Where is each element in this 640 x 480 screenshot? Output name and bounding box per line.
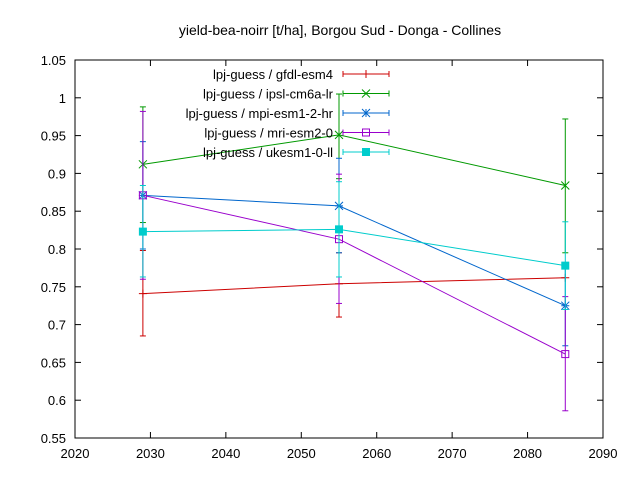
data-point — [138, 227, 147, 236]
legend: lpj-guess / gfdl-esm4 lpj-guess / ipsl-cm… — [186, 67, 390, 160]
legend-label: lpj-guess / mri-esm2-0 — [204, 126, 333, 141]
x-tick-label: 2090 — [589, 446, 618, 461]
series-5 — [138, 181, 570, 310]
data-point — [335, 225, 343, 234]
x-tick-label: 2030 — [136, 446, 165, 461]
legend-entry-2: lpj-guess / ipsl-cm6a-lr — [203, 87, 390, 102]
legend-marker — [362, 70, 370, 78]
y-tick-label: 0.65 — [41, 355, 66, 370]
legend-entry-5: lpj-guess / ukesm1-0-ll — [203, 145, 390, 160]
y-tick-label: 0.75 — [41, 280, 66, 295]
y-tick-label: 0.95 — [41, 129, 66, 144]
x-tick-label: 2080 — [513, 446, 542, 461]
legend-entry-4: lpj-guess / mri-esm2-0 — [204, 126, 390, 141]
legend-marker — [361, 108, 371, 118]
series-line — [142, 134, 566, 186]
series-line — [142, 194, 566, 307]
legend-entry-1: lpj-guess / gfdl-esm4 — [213, 67, 390, 82]
legend-label: lpj-guess / ukesm1-0-ll — [203, 145, 333, 160]
legend-label: lpj-guess / gfdl-esm4 — [213, 67, 333, 82]
series-line — [142, 277, 566, 295]
data-point — [561, 261, 570, 270]
y-tick-label: 0.85 — [41, 204, 66, 219]
legend-label: lpj-guess / mpi-esm1-2-hr — [186, 106, 334, 121]
y-tick-label: 0.8 — [48, 242, 66, 257]
legend-marker — [361, 89, 371, 98]
axis-layer: 2020 2030 2040 2050 2060 2070 2080 2090 0.55 0.6 0… — [41, 53, 618, 461]
series-line — [142, 194, 566, 355]
x-tick-label: 2050 — [287, 446, 316, 461]
y-tick-label: 0.9 — [48, 166, 66, 181]
data-point — [561, 350, 570, 359]
chart-title: yield-bea-noirr [t/ha], Borgou Sud - Don… — [179, 22, 501, 38]
x-tick-label: 2070 — [438, 446, 467, 461]
legend-label: lpj-guess / ipsl-cm6a-lr — [203, 87, 334, 102]
series-layer — [138, 93, 570, 412]
y-tick-label: 0.6 — [48, 393, 66, 408]
data-point — [138, 289, 147, 298]
x-tick-label: 2060 — [362, 446, 391, 461]
x-tick-label: 2020 — [61, 446, 90, 461]
legend-entry-3: lpj-guess / mpi-esm1-2-hr — [186, 106, 390, 121]
y-tick-label: 1.05 — [41, 53, 66, 68]
y-tick-label: 0.7 — [48, 318, 66, 333]
legend-marker — [362, 128, 370, 137]
y-tick-label: 0.55 — [41, 431, 66, 446]
data-point — [560, 181, 570, 190]
legend-marker — [362, 148, 370, 156]
y-tick-label: 1 — [59, 91, 66, 106]
x-tick-label: 2040 — [211, 446, 240, 461]
series-line — [142, 228, 566, 267]
data-point — [334, 130, 344, 140]
